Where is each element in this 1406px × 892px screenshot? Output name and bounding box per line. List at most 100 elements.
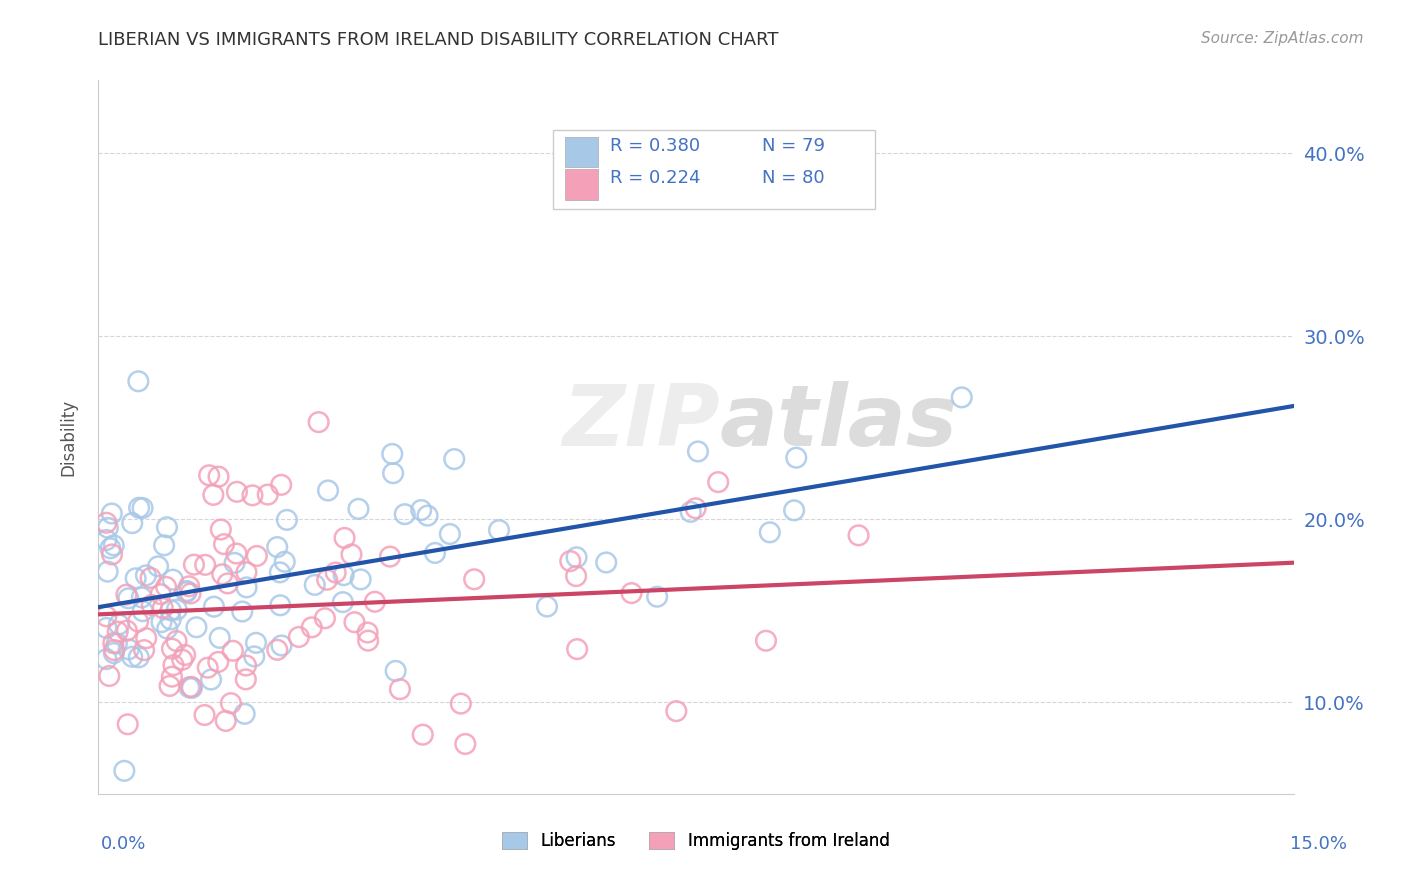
Point xyxy=(314,611,336,625)
Point xyxy=(686,444,709,458)
Point xyxy=(235,673,257,687)
Point xyxy=(160,670,183,684)
Point xyxy=(848,528,870,542)
Text: 0.0%: 0.0% xyxy=(101,835,146,853)
Point xyxy=(423,546,446,560)
Point xyxy=(176,584,198,599)
Point xyxy=(115,588,138,602)
Point xyxy=(153,538,176,552)
Point xyxy=(388,682,411,697)
Point xyxy=(96,652,118,666)
Point xyxy=(226,484,249,499)
Point xyxy=(235,565,257,579)
Y-axis label: Disability: Disability xyxy=(59,399,77,475)
Point xyxy=(316,483,339,498)
Point xyxy=(560,554,582,568)
Point xyxy=(150,615,173,629)
Point xyxy=(332,595,354,609)
Point xyxy=(246,549,269,563)
Point xyxy=(416,508,439,523)
Point xyxy=(207,469,229,483)
Point xyxy=(146,559,169,574)
Point xyxy=(103,538,125,552)
Point xyxy=(96,533,118,547)
Point xyxy=(183,558,205,572)
Point xyxy=(96,609,118,624)
Point xyxy=(488,523,510,537)
Point xyxy=(103,643,125,657)
Point xyxy=(101,548,124,562)
Point xyxy=(665,704,688,718)
Point xyxy=(256,487,278,501)
Point xyxy=(266,540,288,554)
Point xyxy=(98,669,121,683)
Point xyxy=(565,642,588,657)
Point xyxy=(97,565,120,579)
Point xyxy=(152,601,174,615)
Point xyxy=(174,648,197,662)
Point xyxy=(179,681,201,695)
Point xyxy=(304,578,326,592)
Point xyxy=(222,644,245,658)
Point xyxy=(565,550,588,565)
Point xyxy=(194,558,217,572)
Point xyxy=(685,501,707,516)
Point xyxy=(357,633,380,648)
Point xyxy=(166,634,188,648)
Point xyxy=(950,390,973,404)
Point xyxy=(103,646,125,660)
Point xyxy=(127,374,149,388)
Point xyxy=(565,569,588,583)
FancyBboxPatch shape xyxy=(565,136,598,168)
Point xyxy=(707,475,730,489)
Point xyxy=(378,549,401,564)
Point xyxy=(162,658,184,673)
Text: Source: ZipAtlas.com: Source: ZipAtlas.com xyxy=(1201,31,1364,46)
Point xyxy=(381,447,404,461)
Point xyxy=(356,625,378,640)
Point xyxy=(156,520,179,534)
Point xyxy=(209,523,232,537)
Text: atlas: atlas xyxy=(720,381,957,465)
Point xyxy=(159,603,181,617)
Point xyxy=(463,572,485,586)
Point xyxy=(274,555,297,569)
Point xyxy=(208,631,231,645)
Point xyxy=(620,586,643,600)
Point xyxy=(115,624,138,638)
Point xyxy=(105,636,128,650)
Point xyxy=(333,531,356,545)
Point xyxy=(269,599,291,613)
Point xyxy=(219,696,242,710)
FancyBboxPatch shape xyxy=(565,169,598,200)
Point xyxy=(679,505,702,519)
Point xyxy=(217,576,239,591)
Point xyxy=(197,661,219,675)
Point xyxy=(117,717,139,731)
Point xyxy=(202,488,225,502)
Point xyxy=(269,566,291,580)
Point xyxy=(121,516,143,530)
Point xyxy=(112,764,135,778)
Point xyxy=(97,521,120,535)
Point xyxy=(96,516,118,530)
Point xyxy=(384,664,406,678)
Legend: Liberians, Immigrants from Ireland: Liberians, Immigrants from Ireland xyxy=(496,825,896,857)
Point xyxy=(325,566,347,580)
Point xyxy=(135,568,157,582)
Point xyxy=(96,621,118,635)
Point xyxy=(166,602,188,616)
Point xyxy=(759,525,782,540)
Point xyxy=(212,537,235,551)
Point xyxy=(131,591,153,605)
Point xyxy=(645,590,668,604)
Point xyxy=(139,571,162,585)
Point xyxy=(162,573,184,587)
Text: ZIP: ZIP xyxy=(562,381,720,465)
Text: N = 79: N = 79 xyxy=(762,136,825,154)
Point xyxy=(332,568,354,582)
Point xyxy=(211,567,233,582)
Point xyxy=(225,547,247,561)
Point xyxy=(179,579,201,593)
Point xyxy=(443,452,465,467)
